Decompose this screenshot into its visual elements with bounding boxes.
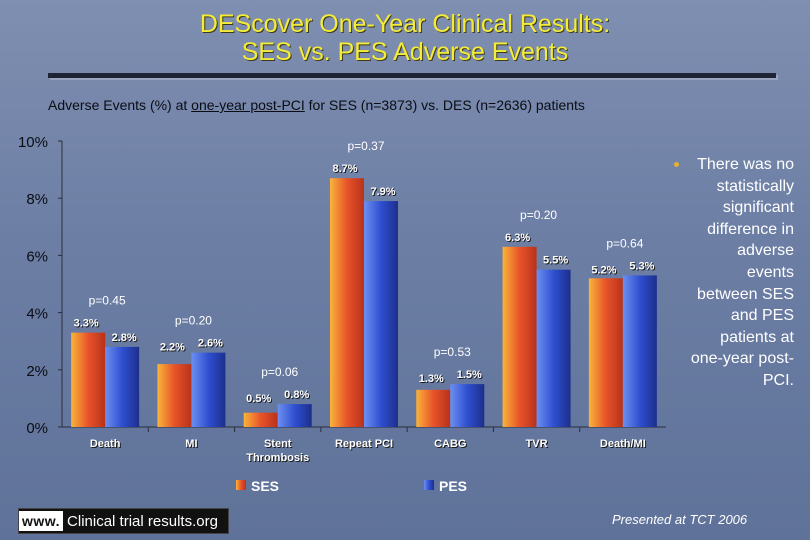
value-label-ses-shadow: 2.2%	[161, 343, 186, 355]
value-label-ses: 6.3%	[505, 232, 530, 244]
value-label-pes: 7.9%	[370, 186, 395, 198]
category-label: MI	[185, 438, 197, 450]
y-axis-ticks: 0% 2% 4% 6% 8% 10%	[18, 134, 62, 437]
p-values: p=0.45 p=0.20 p=0.06 p=0.37 p=0.53 p=0.20 p=0.…	[89, 139, 644, 379]
legend-label-pes: PES	[439, 478, 467, 494]
value-label-pes-shadow: 2.6%	[199, 339, 224, 351]
value-label-ses: 8.7%	[332, 163, 357, 175]
summary-bullet: There was no statistically significant d…	[674, 154, 802, 392]
category-label: Repeat PCI	[335, 438, 393, 450]
bar-pes	[536, 269, 571, 427]
value-label-pes: 2.8%	[112, 332, 137, 344]
bar-ses	[416, 389, 451, 427]
category-label-shadow: Death/MI	[601, 439, 647, 451]
footer-presented: Presented at TCT 2006	[612, 512, 748, 527]
bar-ses	[330, 178, 364, 427]
value-label-ses-shadow: 1.3%	[420, 374, 445, 386]
slide-title: DEScover One-Year Clinical Results: SES …	[0, 10, 810, 66]
bar-labels: 3.3%3.3%2.8%2.8%2.2%2.2% 2.6%2.6%0.5%0.5%…	[74, 163, 656, 406]
footer-website: www. Clinical trial results.org	[18, 508, 229, 534]
bar-pes	[364, 201, 398, 427]
legend-swatch-ses	[236, 480, 246, 490]
value-label-pes-shadow: 0.8%	[285, 390, 310, 402]
value-label-pes-shadow: 5.3%	[630, 261, 655, 273]
bar-ses	[243, 412, 278, 427]
value-label-ses-shadow: 6.3%	[506, 233, 531, 245]
value-label-ses: 3.3%	[74, 318, 99, 330]
title-divider	[48, 73, 776, 78]
category-label-shadow: Stent	[265, 439, 293, 451]
summary-text: There was no statistically significant d…	[690, 156, 794, 389]
value-label-ses: 1.3%	[419, 373, 444, 385]
category-label-shadow: Death	[91, 439, 122, 451]
bar-series	[71, 178, 657, 427]
value-label-ses-shadow: 5.2%	[592, 265, 617, 277]
category-label: Death	[90, 438, 121, 450]
value-label-ses: 2.2%	[160, 342, 185, 354]
value-label-pes-shadow: 5.5%	[544, 256, 569, 268]
category-label: CABG	[434, 438, 466, 450]
bar-pes	[277, 404, 312, 427]
category-label: TVR	[526, 438, 548, 450]
category-label-shadow: Repeat PCI	[336, 439, 394, 451]
category-label: Stent	[264, 438, 292, 450]
y-tick-label: 0%	[26, 420, 48, 437]
p-value-label: p=0.37	[347, 139, 384, 153]
p-value-label: p=0.20	[520, 208, 557, 222]
value-label-ses: 5.2%	[591, 264, 616, 276]
bar-pes	[105, 346, 140, 427]
chart-legend: SES PES	[236, 478, 467, 494]
bar-ses	[71, 332, 106, 427]
bar-pes	[191, 352, 226, 427]
bar-ses	[157, 364, 192, 427]
category-label-shadow: MI	[186, 439, 198, 451]
category-label-shadow: CABG	[435, 439, 467, 451]
legend-label-ses: SES	[251, 478, 279, 494]
value-label-pes-shadow: 7.9%	[371, 187, 396, 199]
value-label-pes: 5.3%	[629, 260, 654, 272]
category-label-shadow: Thrombosis	[247, 453, 310, 465]
value-label-pes: 2.6%	[198, 338, 223, 350]
subtitle-suffix: for SES (n=3873) vs. DES (n=2636) patien…	[304, 97, 585, 113]
p-value-label: p=0.45	[89, 294, 126, 308]
value-label-pes: 0.8%	[284, 389, 309, 401]
y-tick-label: 6%	[26, 248, 48, 265]
legend-swatch-pes	[424, 480, 434, 490]
title-line-1: DEScover One-Year Clinical Results:	[199, 10, 611, 38]
value-label-pes-shadow: 2.8%	[113, 333, 138, 345]
p-value-label: p=0.20	[175, 314, 212, 328]
bar-pes	[622, 275, 657, 427]
subtitle-prefix: Adverse Events (%) at	[48, 97, 192, 113]
footer-www: www.	[19, 511, 64, 531]
y-tick-label: 2%	[26, 363, 48, 380]
chart-subtitle: Adverse Events (%) at one-year post-PCI …	[48, 97, 748, 113]
value-label-ses-shadow: 8.7%	[333, 164, 358, 176]
value-label-ses: 0.5%	[246, 393, 271, 405]
y-tick-label: 4%	[26, 306, 48, 323]
value-label-pes: 1.5%	[457, 369, 482, 381]
category-label: Death/MI	[600, 438, 646, 450]
value-label-pes: 5.5%	[543, 255, 568, 267]
category-label-shadow: TVR	[527, 439, 549, 451]
y-tick-label: 8%	[26, 191, 48, 208]
title-line-2: SES vs. PES Adverse Events	[241, 38, 569, 66]
bar-ses	[588, 278, 623, 427]
bar-ses	[502, 246, 537, 427]
footer-site-name: Clinical trial results.org	[67, 512, 218, 530]
bullet-dot-icon	[674, 162, 679, 167]
p-value-label: p=0.64	[606, 236, 643, 250]
p-value-label: p=0.06	[261, 365, 298, 379]
subtitle-underlined: one-year post-PCI	[191, 97, 305, 113]
category-label: Thrombosis	[246, 452, 309, 464]
bar-pes	[450, 384, 485, 427]
value-label-ses-shadow: 0.5%	[247, 394, 272, 406]
y-tick-label: 10%	[18, 134, 48, 151]
p-value-label: p=0.53	[434, 345, 471, 359]
value-label-ses-shadow: 3.3%	[75, 319, 100, 331]
value-label-pes-shadow: 1.5%	[458, 370, 483, 382]
